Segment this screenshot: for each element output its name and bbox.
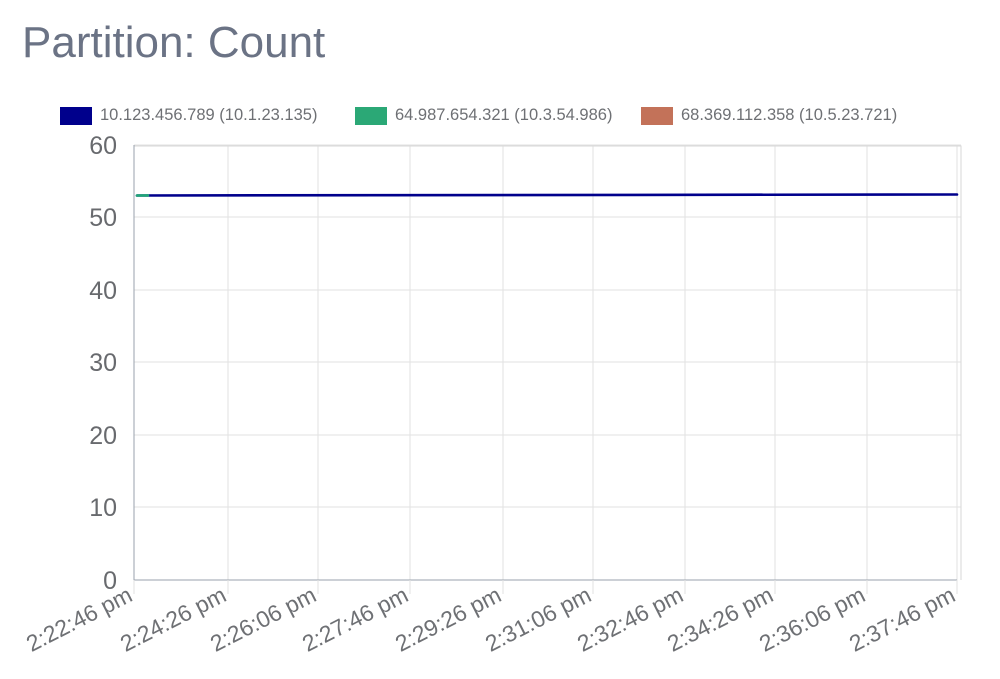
svg-text:60: 60 [89,132,117,160]
svg-text:40: 40 [89,277,117,305]
svg-text:50: 50 [89,204,117,232]
svg-text:20: 20 [89,422,117,450]
svg-text:10: 10 [89,494,117,522]
svg-text:2:22:46 pm: 2:22:46 pm [22,581,136,656]
svg-text:2:27:46 pm: 2:27:46 pm [298,581,412,656]
svg-text:30: 30 [89,349,117,377]
